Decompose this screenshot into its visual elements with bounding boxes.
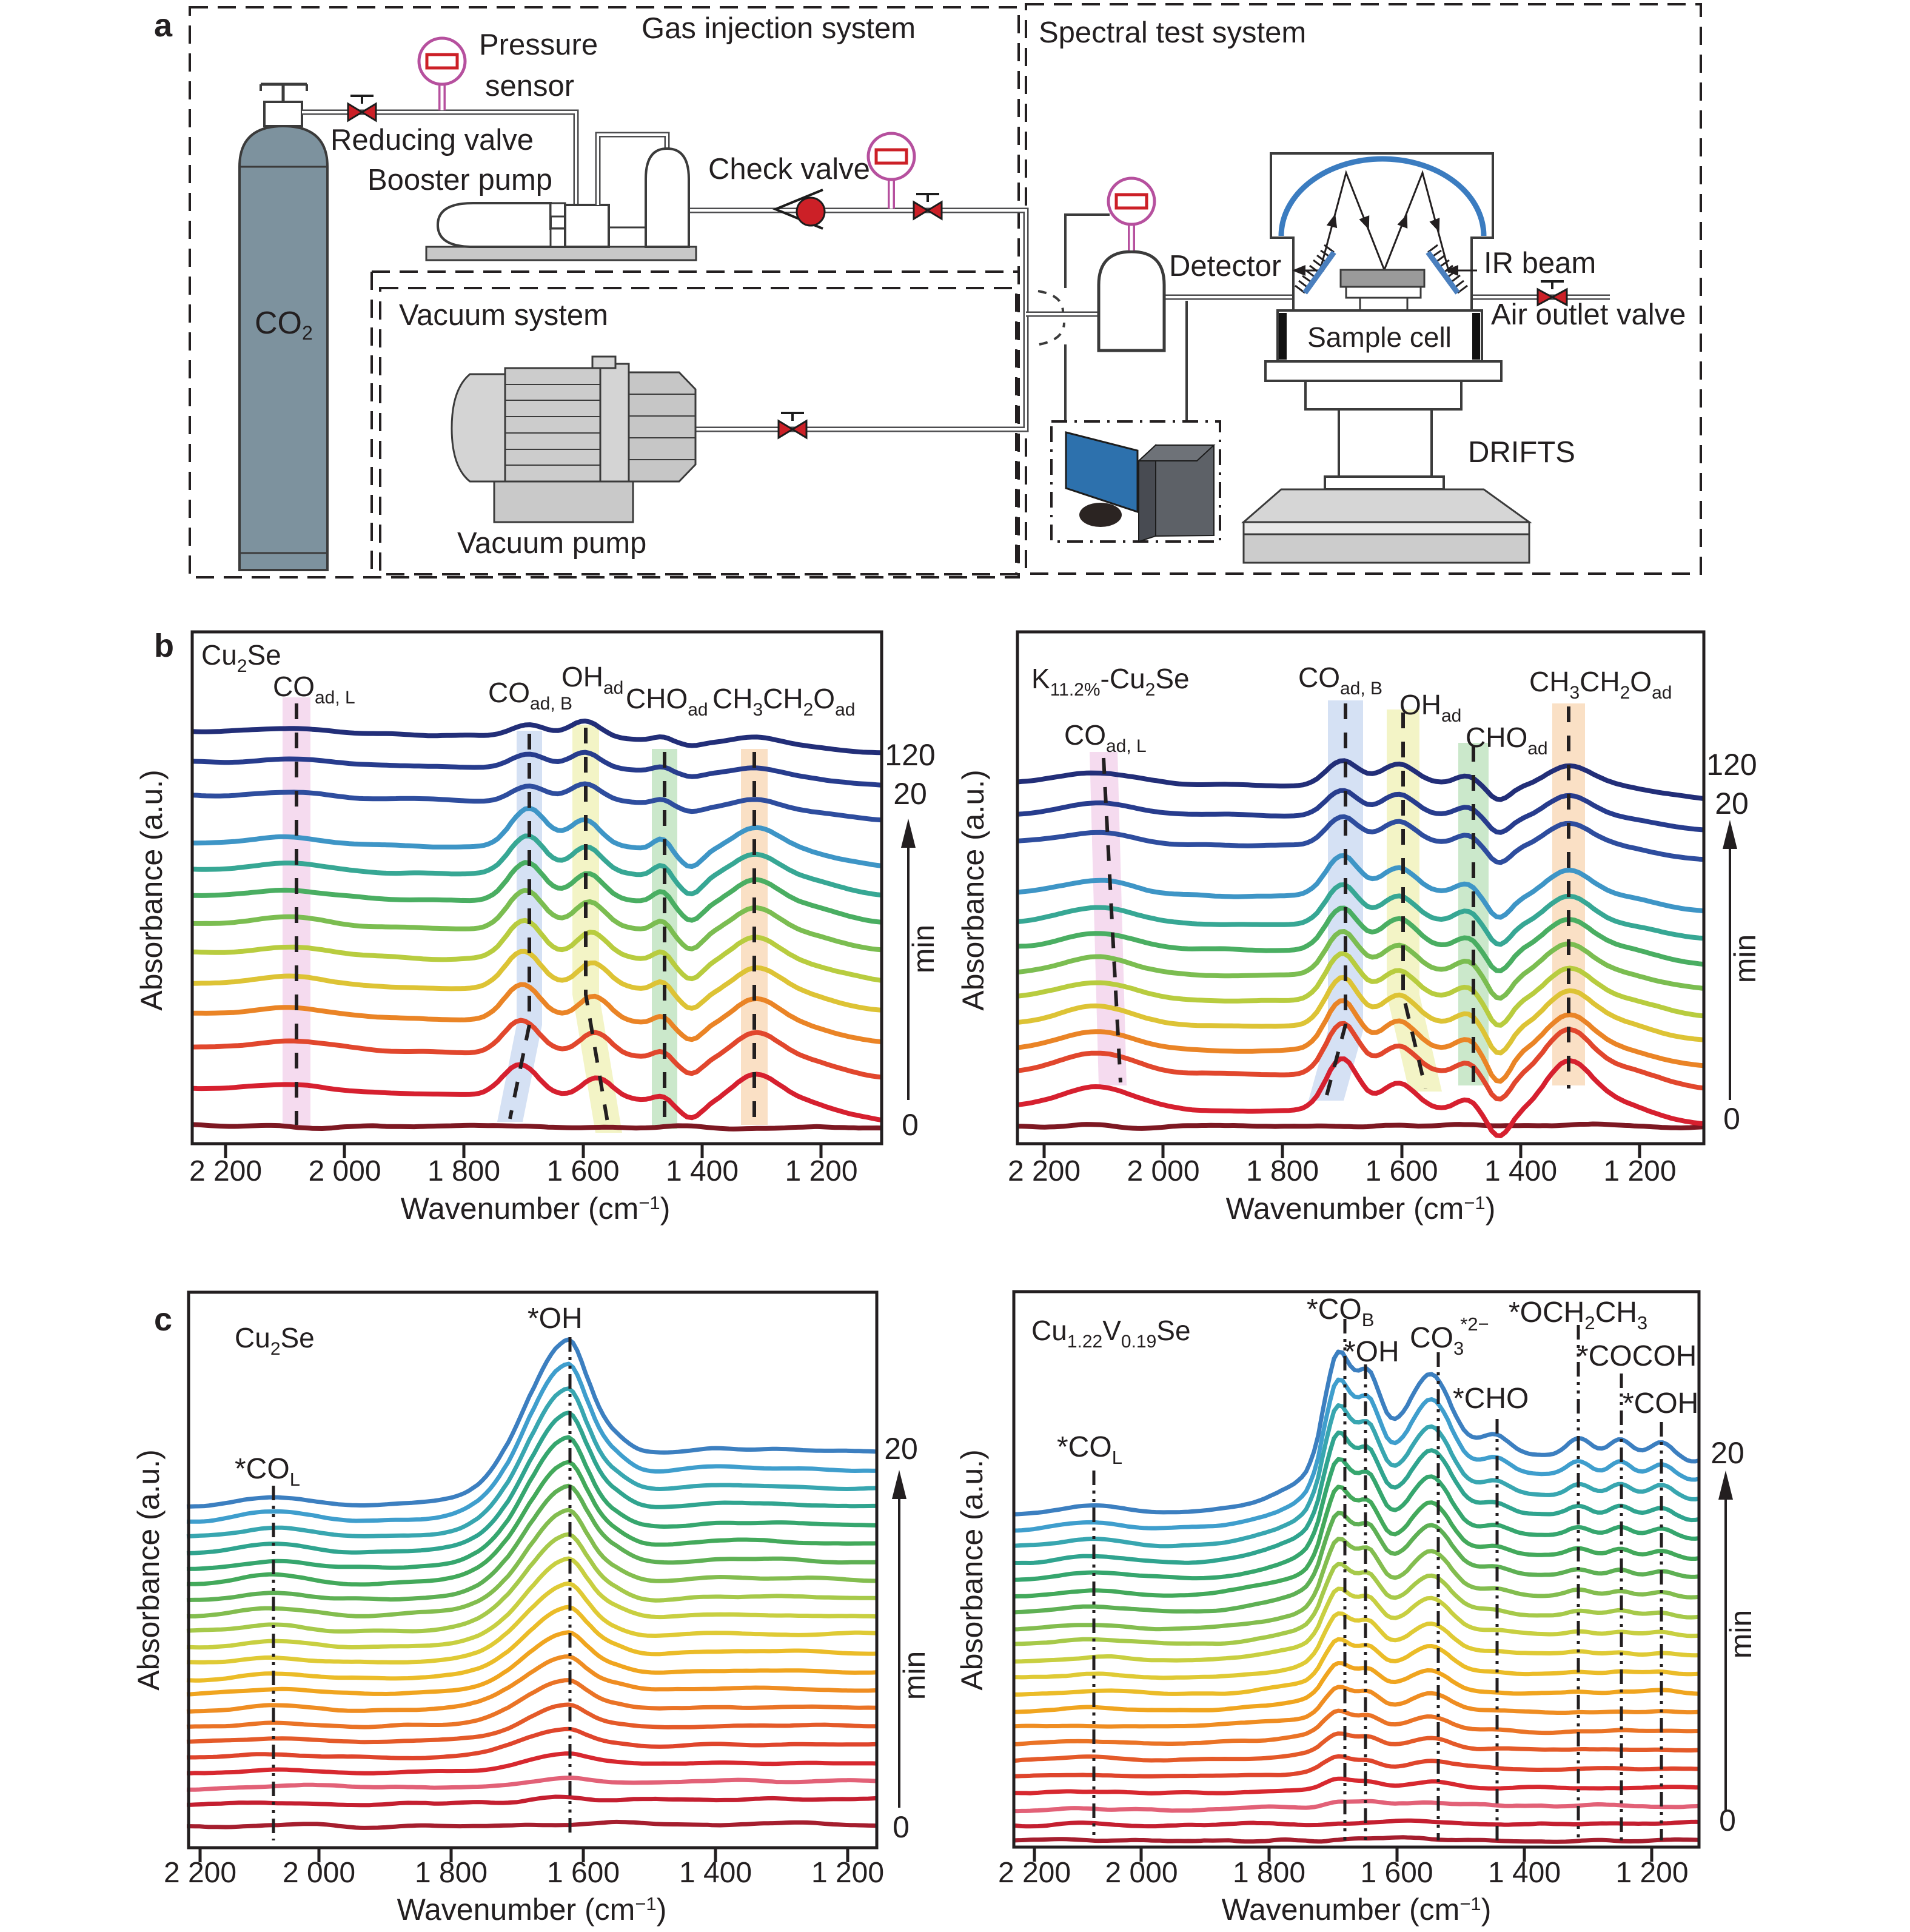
svg-text:CH3CH2Oad: CH3CH2Oad: [1529, 666, 1672, 703]
svg-text:*COCOH: *COCOH: [1577, 1340, 1697, 1372]
svg-text:2 000: 2 000: [1127, 1155, 1199, 1187]
svg-text:1 600: 1 600: [547, 1857, 620, 1889]
svg-text:b: b: [154, 628, 174, 664]
svg-text:120: 120: [885, 738, 935, 772]
svg-text:2 200: 2 200: [164, 1857, 236, 1889]
svg-text:1 200: 1 200: [1603, 1155, 1676, 1187]
svg-text:1 200: 1 200: [811, 1857, 884, 1889]
svg-text:20: 20: [1711, 1436, 1744, 1470]
svg-text:2 200: 2 200: [189, 1155, 262, 1187]
svg-text:1 600: 1 600: [1365, 1155, 1438, 1187]
svg-text:*CHO: *CHO: [1453, 1383, 1529, 1415]
svg-text:Wavenumber (cm−1): Wavenumber (cm−1): [397, 1893, 667, 1927]
svg-text:a: a: [154, 7, 173, 44]
svg-text:CHOad: CHOad: [1466, 722, 1548, 759]
svg-text:min: min: [1724, 1610, 1758, 1659]
svg-text:Absorbance (a.u.): Absorbance (a.u.): [132, 1449, 166, 1690]
svg-text:Wavenumber (cm−1): Wavenumber (cm−1): [1222, 1893, 1492, 1927]
svg-text:1 400: 1 400: [1488, 1857, 1561, 1889]
svg-text:1 400: 1 400: [666, 1155, 739, 1187]
svg-text:Wavenumber (cm−1): Wavenumber (cm−1): [1226, 1192, 1496, 1226]
svg-text:CHOad: CHOad: [626, 683, 708, 720]
svg-text:*OH: *OH: [528, 1303, 583, 1335]
svg-text:min: min: [906, 925, 940, 974]
svg-text:c: c: [154, 1301, 172, 1338]
svg-text:Vacuum pump: Vacuum pump: [457, 527, 646, 560]
svg-text:20: 20: [1715, 787, 1749, 820]
svg-text:1 400: 1 400: [1484, 1155, 1557, 1187]
svg-text:min: min: [897, 1651, 931, 1700]
svg-text:2 000: 2 000: [283, 1857, 355, 1889]
svg-text:Cu1.22V0.19Se: Cu1.22V0.19Se: [1031, 1315, 1191, 1352]
svg-text:Booster pump: Booster pump: [367, 164, 552, 196]
svg-text:1 200: 1 200: [1615, 1857, 1688, 1889]
svg-text:Sample cell: Sample cell: [1307, 321, 1452, 353]
svg-text:Detector: Detector: [1169, 250, 1281, 283]
svg-text:min: min: [1728, 934, 1762, 984]
svg-text:OHad: OHad: [1399, 689, 1461, 726]
svg-text:Absorbance (a.u.): Absorbance (a.u.): [956, 770, 990, 1010]
svg-text:Wavenumber (cm−1): Wavenumber (cm−1): [401, 1192, 671, 1226]
svg-text:0: 0: [1719, 1803, 1736, 1837]
svg-text:Gas injection system: Gas injection system: [642, 12, 916, 45]
svg-text:20: 20: [884, 1432, 918, 1466]
svg-text:1 200: 1 200: [785, 1155, 857, 1187]
svg-text:*COL: *COL: [235, 1453, 300, 1490]
svg-text:DRIFTS: DRIFTS: [1468, 436, 1575, 469]
svg-text:2 000: 2 000: [1105, 1857, 1178, 1889]
svg-text:1 800: 1 800: [1246, 1155, 1319, 1187]
svg-text:CH3CH2Oad: CH3CH2Oad: [712, 683, 855, 720]
svg-text:1 800: 1 800: [415, 1857, 488, 1889]
svg-text:IR beam: IR beam: [1484, 247, 1596, 280]
svg-text:Air outlet valve: Air outlet valve: [1491, 298, 1686, 331]
svg-text:20: 20: [893, 777, 927, 811]
svg-text:1 800: 1 800: [427, 1155, 500, 1187]
svg-text:sensor: sensor: [485, 70, 574, 102]
svg-text:0: 0: [893, 1810, 910, 1844]
svg-text:1 400: 1 400: [679, 1857, 752, 1889]
svg-text:Absorbance (a.u.): Absorbance (a.u.): [955, 1449, 989, 1690]
svg-text:1 600: 1 600: [1360, 1857, 1433, 1889]
svg-text:Reducing valve: Reducing valve: [330, 124, 534, 156]
svg-text:0: 0: [1723, 1102, 1740, 1136]
svg-text:*COH: *COH: [1623, 1387, 1698, 1420]
svg-text:*OCH2CH3: *OCH2CH3: [1509, 1296, 1647, 1333]
svg-text:*COL: *COL: [1057, 1431, 1122, 1468]
svg-text:Check valve: Check valve: [708, 153, 870, 186]
svg-text:2 200: 2 200: [1008, 1155, 1081, 1187]
svg-text:1 600: 1 600: [546, 1155, 619, 1187]
svg-text:*OH: *OH: [1344, 1336, 1399, 1368]
svg-text:Vacuum system: Vacuum system: [399, 299, 608, 332]
svg-text:0: 0: [902, 1108, 919, 1142]
svg-text:1 800: 1 800: [1233, 1857, 1305, 1889]
svg-text:2 200: 2 200: [998, 1857, 1071, 1889]
svg-text:Absorbance (a.u.): Absorbance (a.u.): [135, 770, 169, 1010]
svg-text:Pressure: Pressure: [479, 29, 598, 61]
svg-text:120: 120: [1706, 748, 1757, 782]
svg-text:2 000: 2 000: [308, 1155, 381, 1187]
svg-text:Spectral test system: Spectral test system: [1039, 16, 1306, 49]
